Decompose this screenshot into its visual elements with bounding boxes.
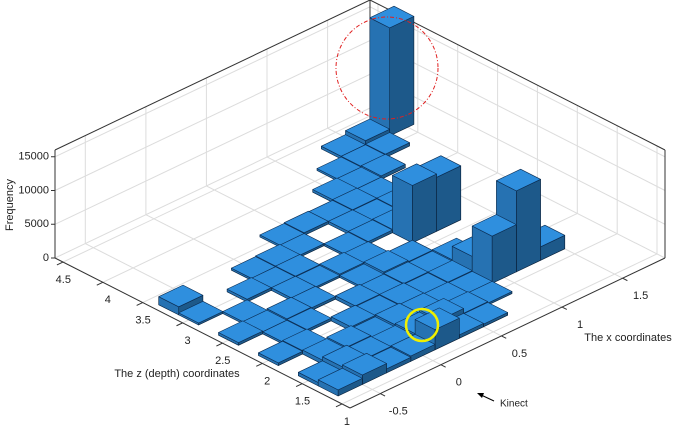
- bar-face: [332, 187, 378, 211]
- bar-face: [158, 284, 204, 308]
- z-tick-label: 4: [105, 294, 111, 306]
- bar-face: [258, 340, 303, 364]
- x-axis-label: The x coordinates: [584, 332, 672, 344]
- y-tick-label: 0: [43, 252, 49, 264]
- y-tick-label: 15000: [18, 151, 49, 163]
- bar: [471, 214, 517, 284]
- axis-edge: [369, 0, 666, 151]
- bar-face: [347, 219, 393, 242]
- z-axis-label: The z (depth) coordinates: [114, 368, 240, 380]
- bar: [392, 163, 437, 244]
- z-tick-label: 4.5: [56, 274, 71, 286]
- bar: [369, 5, 415, 137]
- bar-face: [389, 16, 415, 137]
- back-wall: [55, 0, 370, 258]
- tick-mark: [380, 393, 386, 397]
- bar-face: [326, 325, 372, 348]
- annotation: Kinect: [500, 399, 528, 410]
- bar: [178, 300, 224, 326]
- tick-mark: [335, 403, 343, 408]
- bar-face: [266, 296, 312, 320]
- tick-mark: [216, 342, 223, 347]
- x-tick-label: -0.5: [389, 405, 408, 417]
- tick-mark: [622, 277, 628, 282]
- z-tick-label: 3: [184, 335, 190, 347]
- bar-face: [345, 118, 391, 141]
- z-tick-label: 2: [264, 375, 270, 387]
- bar-face: [515, 179, 541, 273]
- bar-face: [471, 214, 517, 237]
- tick-mark: [561, 306, 568, 310]
- tick-mark: [501, 335, 507, 339]
- z-tick-label: 3.5: [135, 315, 150, 327]
- x-tick-label: 0: [456, 377, 462, 389]
- z-tick-label: 2.5: [215, 355, 230, 367]
- bar-face: [427, 260, 473, 283]
- tick-mark: [256, 362, 263, 367]
- bar-face: [283, 210, 329, 234]
- bar: [258, 340, 303, 366]
- bar-face: [342, 352, 387, 376]
- bar-face: [317, 367, 363, 391]
- tick-mark: [96, 281, 104, 286]
- bar-face: [335, 283, 380, 307]
- arrow-head: [477, 393, 484, 398]
- bar: [226, 277, 272, 303]
- tick-mark: [295, 383, 303, 388]
- bar-face: [319, 252, 365, 275]
- bars: [158, 5, 566, 397]
- z-tick-label: 1: [344, 416, 350, 426]
- tick-mark: [136, 302, 143, 306]
- bar-face: [275, 254, 321, 277]
- side-wall: [370, 0, 665, 258]
- bar-face: [330, 304, 376, 328]
- y-axis-label: Frequency: [4, 179, 16, 231]
- x-tick-label: 0.5: [512, 348, 527, 360]
- y-tick-label: 5000: [25, 218, 49, 230]
- bar-face: [496, 168, 541, 192]
- bar-face: [286, 307, 332, 331]
- bar-face: [392, 175, 413, 244]
- bar-face: [178, 300, 224, 324]
- tick-mark: [176, 322, 183, 327]
- bar-face: [392, 163, 437, 186]
- bar-face: [383, 261, 429, 284]
- axis-edge: [349, 257, 666, 409]
- y-tick-label: 10000: [18, 184, 49, 196]
- bar-face: [218, 320, 264, 343]
- x-tick-label: 1.5: [633, 290, 648, 302]
- tick-mark: [440, 364, 446, 368]
- tick-mark: [56, 261, 64, 266]
- bar-face: [360, 153, 406, 177]
- bar-face: [365, 132, 410, 155]
- axis-edge: [54, 257, 351, 409]
- bar: [218, 320, 264, 346]
- labels: Frequency The z (depth) coordinates The …: [4, 179, 672, 410]
- bar-face: [363, 250, 409, 273]
- axis-edge: [54, 0, 371, 151]
- bar-face: [412, 173, 437, 244]
- bar: [317, 367, 363, 397]
- highlight-circle: [335, 16, 439, 120]
- bar-face: [226, 277, 272, 300]
- x-tick-label: 1: [577, 319, 583, 331]
- highlight-circle: [404, 307, 440, 343]
- z-tick-label: 1.5: [295, 396, 310, 408]
